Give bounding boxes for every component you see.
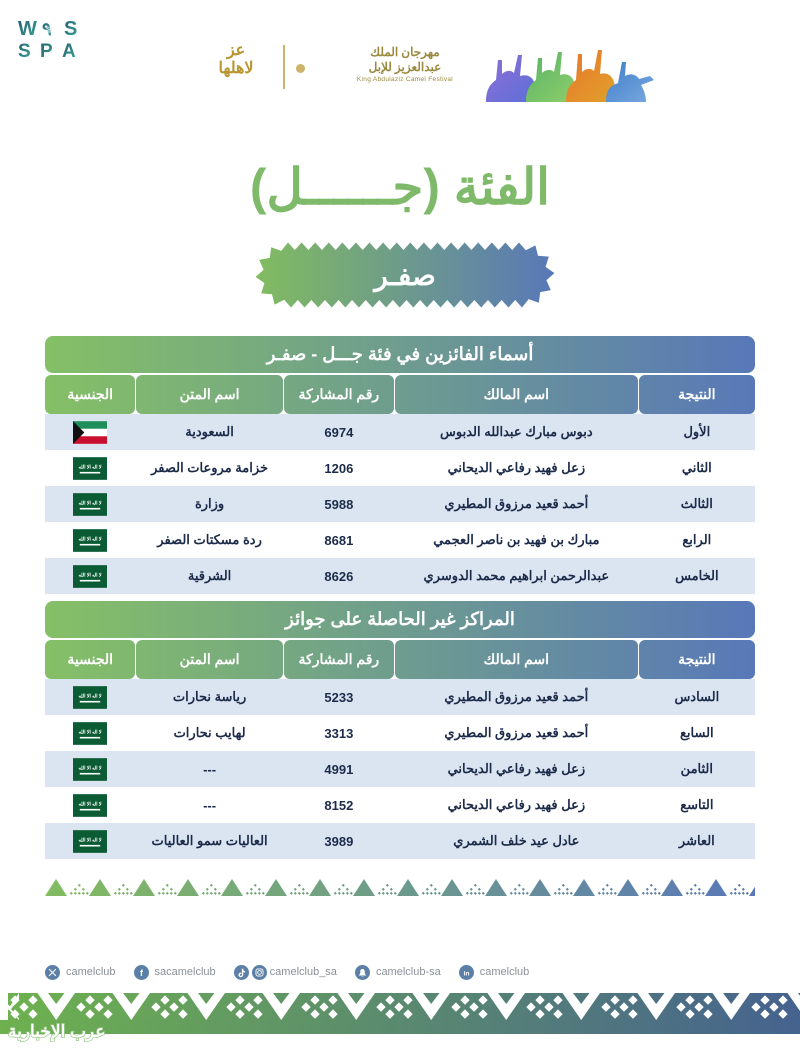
svg-text:P: P	[40, 41, 53, 62]
svg-text:in: in	[463, 970, 469, 977]
svg-text:W: W	[18, 18, 38, 40]
svg-text:S: S	[18, 41, 30, 62]
svg-text:A: A	[62, 41, 76, 62]
svg-text:S: S	[64, 18, 77, 40]
svg-text:❄: ❄	[45, 25, 53, 35]
